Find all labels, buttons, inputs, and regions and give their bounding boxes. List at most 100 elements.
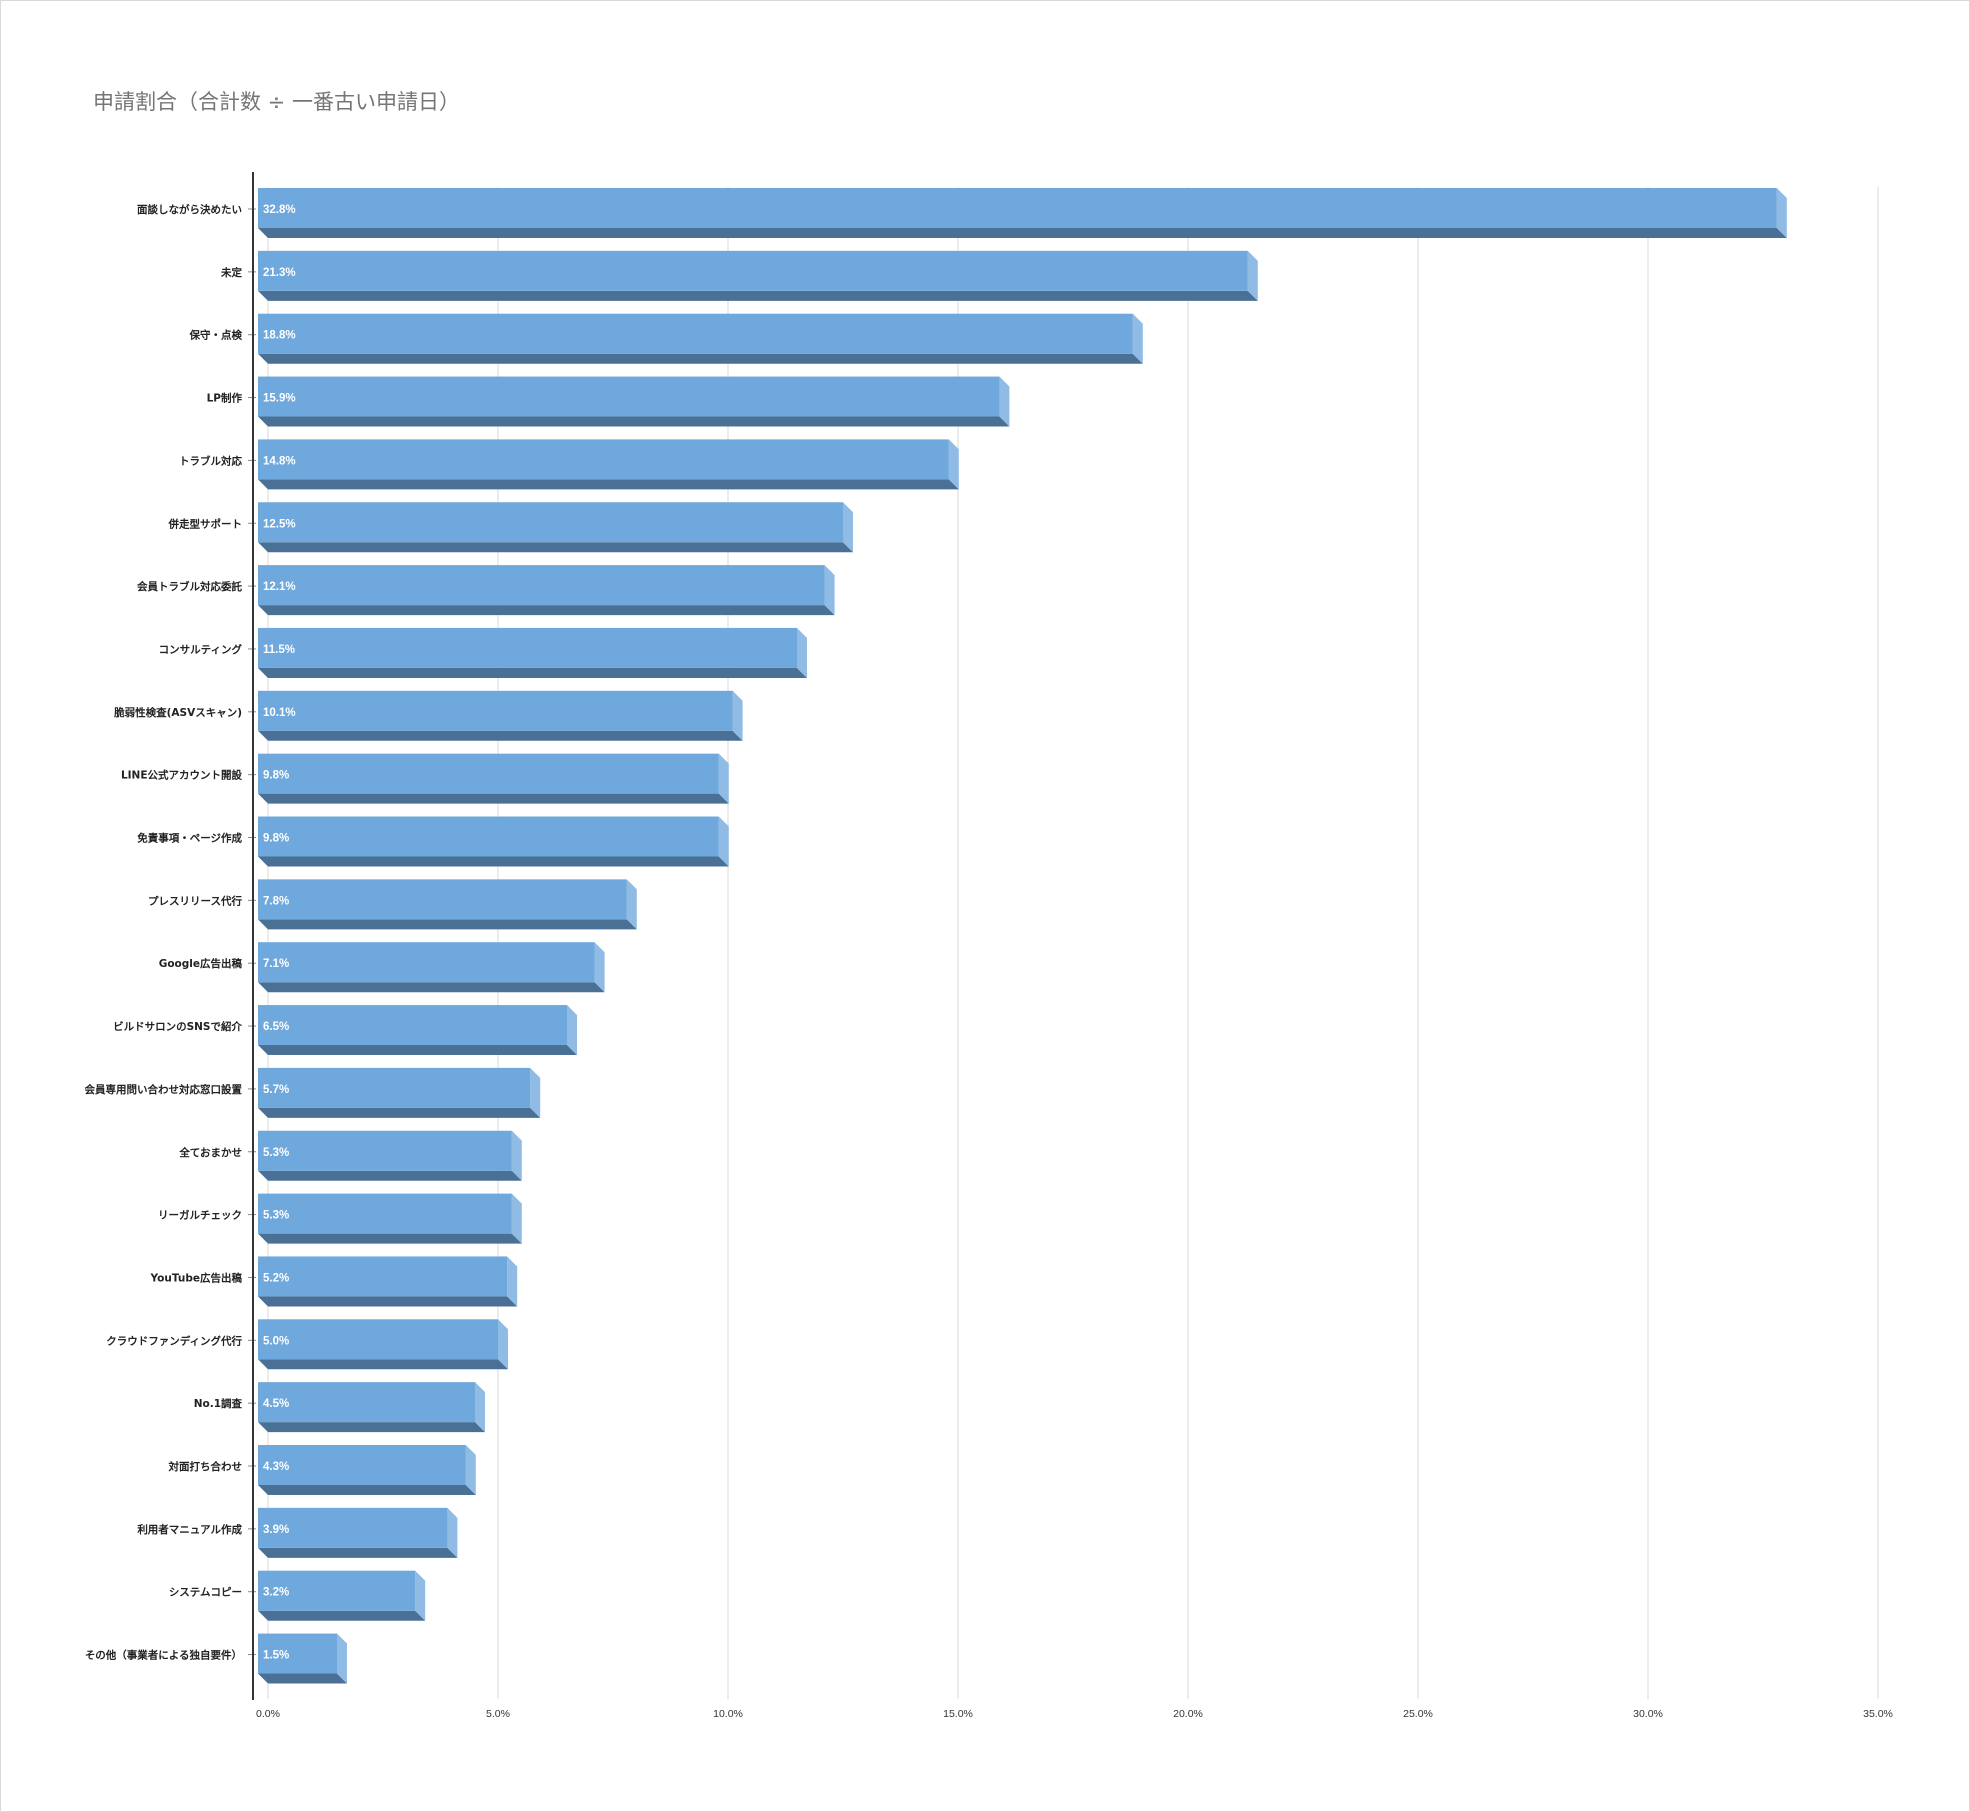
- bar-value-label: 32.8%: [263, 204, 296, 216]
- y-category-label: LINE公式アカウント開設: [121, 769, 243, 782]
- bar: [258, 439, 949, 480]
- bar: [258, 1507, 448, 1548]
- y-category-label: 面談しながら決めたい: [137, 203, 242, 216]
- bar-value-label: 3.2%: [263, 1587, 289, 1599]
- bar-bottom-face: [258, 1610, 426, 1621]
- y-category-label: その他（事業者による独自要件）: [85, 1649, 242, 1662]
- bar: [258, 1319, 498, 1360]
- y-category-label: LP制作: [207, 392, 243, 405]
- x-tick-label: 30.0%: [1633, 1708, 1663, 1720]
- y-category-label: 利用者マニュアル作成: [137, 1523, 242, 1536]
- bar-bottom-face: [258, 416, 1010, 427]
- bar-side-face: [948, 439, 959, 490]
- bar-side-face: [797, 627, 807, 678]
- bar-bottom-face: [258, 1296, 518, 1307]
- bar-value-label: 10.1%: [263, 707, 296, 719]
- bar: [258, 313, 1133, 354]
- bar: [258, 1570, 416, 1611]
- bar-bottom-face: [258, 1233, 522, 1244]
- y-category-label: 会員専用問い合わせ対応窓口設置: [85, 1083, 243, 1096]
- y-category-label: 全ておまかせ: [178, 1146, 242, 1159]
- bar-side-face: [718, 753, 729, 804]
- bar-side-face: [511, 1193, 522, 1244]
- bar-value-label: 5.3%: [263, 1210, 289, 1222]
- bar-side-face: [465, 1445, 476, 1495]
- bar-side-face: [999, 376, 1010, 427]
- bar-side-face: [567, 1005, 577, 1056]
- bar-bottom-face: [258, 1547, 458, 1558]
- bar: [258, 1445, 466, 1485]
- bar-bottom-face: [258, 730, 743, 741]
- bar: [258, 1067, 531, 1108]
- y-category-label: プレスリリース代行: [148, 894, 242, 907]
- bar: [258, 690, 733, 731]
- bar-value-label: 18.8%: [263, 330, 296, 342]
- bar-value-label: 12.1%: [263, 581, 296, 593]
- y-category-label: 併走型サポート: [168, 517, 243, 530]
- bar: [258, 879, 627, 920]
- bar-value-label: 1.5%: [263, 1650, 289, 1662]
- bar-value-label: 4.3%: [263, 1461, 289, 1473]
- y-category-label: 保守・点検: [189, 329, 243, 342]
- chart-title: 申請割合（合計数 ÷ 一番古い申請日）: [93, 90, 460, 114]
- x-tick-label: 5.0%: [486, 1708, 510, 1720]
- y-category-label: YouTube広告出稿: [150, 1271, 243, 1284]
- bar: [258, 565, 825, 606]
- bar-bottom-face: [258, 1673, 347, 1684]
- y-category-label: No.1調査: [194, 1397, 243, 1410]
- bar-value-label: 7.1%: [263, 958, 289, 970]
- bar-side-face: [415, 1570, 426, 1621]
- bar-value-label: 7.8%: [263, 895, 289, 907]
- bar: [258, 1382, 475, 1423]
- bar: [258, 816, 719, 857]
- bar-bottom-face: [258, 605, 835, 616]
- bar-value-label: 5.0%: [263, 1335, 289, 1347]
- bar: [258, 376, 1000, 417]
- bar: [258, 250, 1248, 291]
- bar-side-face: [507, 1256, 518, 1307]
- y-category-label: トラブル対応: [179, 454, 242, 467]
- bar-value-label: 11.5%: [263, 644, 295, 656]
- bars: 32.8% 21.3% 18.8% 15.9% 14.8% 12.5% 12.1% 11.5%…: [258, 188, 1787, 1684]
- bar-value-label: 14.8%: [263, 455, 296, 467]
- bar-value-label: 5.2%: [263, 1272, 289, 1284]
- y-axis-line: [252, 172, 254, 1700]
- bar-bottom-face: [258, 1359, 508, 1370]
- bar-side-face: [447, 1507, 458, 1558]
- bar-bottom-face: [258, 1107, 541, 1118]
- bar-side-face: [594, 942, 605, 993]
- bar-bottom-face: [258, 1485, 476, 1495]
- bar-side-face: [626, 879, 637, 930]
- y-category-label: システムコピー: [169, 1587, 242, 1599]
- grid-lines: [267, 187, 1879, 1699]
- bar: [258, 1256, 508, 1297]
- bar-value-label: 9.8%: [263, 770, 289, 782]
- bar-value-label: 21.3%: [263, 267, 296, 279]
- bar-side-face: [1776, 188, 1787, 238]
- axes: 0.0% 5.0% 10.0% 15.0% 20.0% 25.0% 30.0% 35.0% 面談…: [85, 172, 1893, 1720]
- bar-value-label: 9.8%: [263, 833, 289, 845]
- bar-value-label: 12.5%: [263, 518, 296, 530]
- bar-bottom-face: [258, 542, 853, 553]
- x-tick-label: 25.0%: [1403, 1708, 1433, 1720]
- x-tick-label: 15.0%: [943, 1708, 973, 1720]
- y-category-label: リーガルチェック: [158, 1209, 242, 1222]
- bar-side-face: [511, 1130, 522, 1181]
- bar: [258, 627, 797, 668]
- y-category-label: クラウドファンディング代行: [106, 1334, 242, 1347]
- bar-side-face: [732, 690, 743, 741]
- bar-bottom-face: [258, 856, 729, 867]
- bar-bottom-face: [258, 353, 1143, 364]
- y-category-label: 脆弱性検査(ASVスキャン): [113, 706, 242, 719]
- bar: [258, 1005, 567, 1046]
- bar-value-label: 3.9%: [263, 1524, 289, 1536]
- bar-bottom-face: [258, 228, 1787, 238]
- bar-side-face: [718, 816, 729, 867]
- bar: [258, 1130, 512, 1171]
- x-tick-label: 20.0%: [1173, 1708, 1203, 1720]
- bar-bottom-face: [258, 793, 729, 804]
- bar-side-face: [843, 502, 853, 553]
- bar-side-face: [475, 1382, 485, 1433]
- bar-bottom-face: [258, 290, 1258, 301]
